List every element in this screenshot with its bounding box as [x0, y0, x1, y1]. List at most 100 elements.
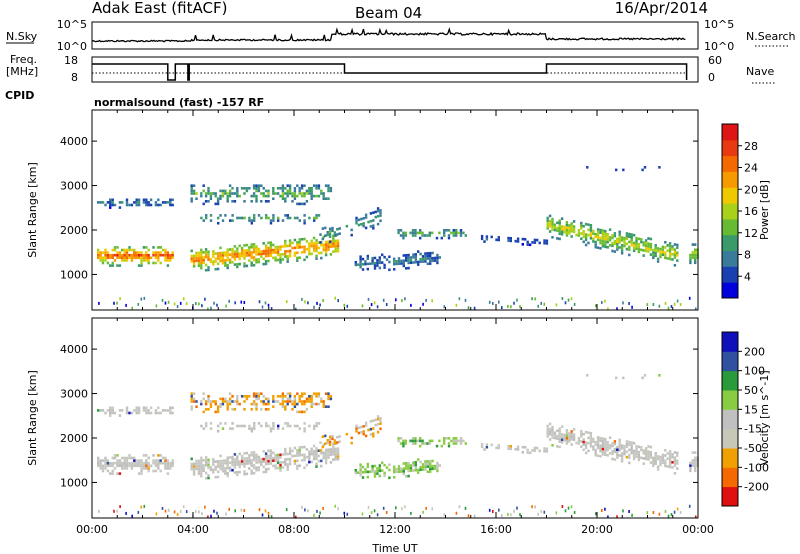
power-cell [570, 230, 573, 233]
power-cell [558, 224, 561, 228]
power-cell [212, 250, 215, 253]
power-cell [640, 238, 643, 241]
power-cell [673, 264, 677, 267]
velocity-cell [113, 456, 117, 460]
velocity-cell [221, 402, 225, 406]
colorbar-tick-label: 100 [744, 365, 765, 378]
velocity-cell [207, 474, 210, 477]
velocity-cell [142, 406, 146, 410]
velocity-cell [157, 461, 160, 465]
colorbar-cell [722, 282, 738, 299]
velocity-cell [219, 465, 222, 468]
power-cell [293, 194, 297, 198]
power-cell [570, 222, 573, 225]
velocity-cell-ground [410, 511, 412, 515]
power-cell [495, 238, 498, 242]
power-cell [296, 246, 299, 249]
power-cell [240, 246, 244, 250]
velocity-cell [121, 409, 124, 412]
power-cell [166, 259, 170, 262]
velocity-cell [288, 462, 292, 466]
power-cell-ground [334, 296, 336, 300]
velocity-cell [97, 464, 100, 468]
power-cell [409, 231, 412, 235]
power-cell [111, 264, 114, 267]
power-cell [154, 251, 158, 254]
power-cell [400, 262, 403, 265]
velocity-cell [310, 460, 313, 464]
power-cell [580, 232, 583, 235]
velocity-cell [159, 459, 162, 462]
velocity-cell [548, 433, 552, 436]
power-cell [274, 246, 277, 249]
power-cell [192, 184, 196, 187]
power-cell-ground [458, 297, 461, 301]
power-cell [625, 237, 629, 240]
power-cell [159, 251, 162, 254]
velocity-cell [310, 450, 313, 453]
velocity-cell [125, 461, 129, 465]
velocity-cell [264, 452, 268, 455]
velocity-cell [324, 448, 328, 452]
power-cell [661, 245, 665, 249]
velocity-cell [604, 443, 607, 446]
power-cell [572, 220, 576, 223]
velocity-cell [197, 472, 201, 476]
velocity-cell [231, 427, 234, 430]
velocity-cell [231, 422, 234, 425]
velocity-cell [135, 406, 138, 410]
power-cell [587, 228, 590, 232]
velocity-cell [429, 467, 432, 471]
power-cell [233, 252, 237, 256]
power-cell [166, 264, 170, 267]
velocity-cell [338, 440, 341, 443]
velocity-cell [664, 459, 667, 462]
velocity-cell [212, 471, 215, 474]
power-cell-ground [385, 303, 388, 306]
velocity-cell [272, 395, 275, 398]
nave-label: Nave [746, 65, 774, 78]
power-cell-ground [667, 306, 670, 310]
power-cell [276, 253, 280, 257]
velocity-cell [305, 455, 309, 459]
power-cell [327, 197, 330, 200]
power-cell [548, 219, 552, 223]
velocity-cell [524, 446, 527, 449]
velocity-cell [267, 424, 270, 428]
power-cell [97, 256, 100, 260]
freq-unit-label: [MHz] [6, 65, 38, 78]
velocity-cell [694, 451, 697, 454]
power-cell [106, 256, 110, 260]
velocity-cell [288, 400, 292, 403]
colorbar-cell [722, 203, 738, 220]
power-cell [272, 216, 275, 220]
power-cell [104, 248, 107, 252]
velocity-cell [560, 438, 564, 441]
velocity-cell [140, 461, 143, 465]
power-cell-ground [676, 299, 679, 303]
power-cell [233, 255, 237, 259]
power-cell [300, 202, 304, 206]
velocity-cell [216, 410, 220, 414]
power-cell-ground [176, 305, 179, 308]
velocity-cell-ground [464, 506, 467, 510]
velocity-cell [209, 466, 213, 469]
velocity-cell [424, 462, 427, 466]
power-cell [130, 259, 134, 262]
colorbar-cell [722, 370, 738, 391]
power-cell [267, 254, 270, 258]
power-cell [308, 245, 311, 248]
velocity-cell [267, 462, 270, 466]
velocity-cell [324, 456, 328, 460]
power-cell [272, 251, 275, 254]
velocity-cell [288, 397, 292, 401]
power-cell [104, 203, 107, 207]
velocity-cell [671, 466, 674, 469]
velocity-cell [647, 450, 650, 453]
power-cell [171, 256, 174, 260]
power-cell [190, 189, 193, 193]
velocity-cell [577, 439, 581, 443]
velocity-cell [381, 469, 384, 472]
colorbar-tick-label: 4 [744, 270, 751, 283]
velocity-cell [219, 454, 222, 458]
